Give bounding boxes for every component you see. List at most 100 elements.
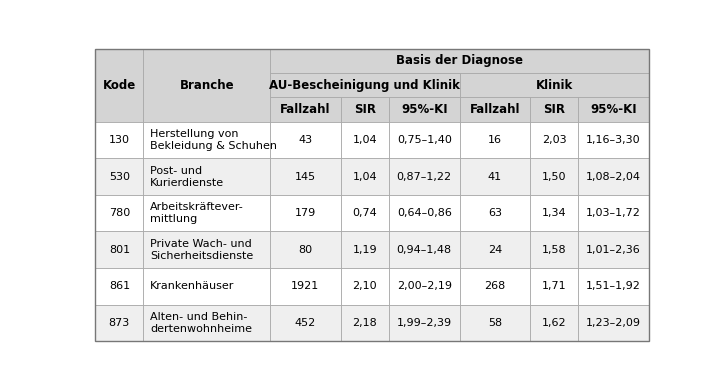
Text: 95%-KI: 95%-KI (401, 103, 447, 116)
Bar (579, 195, 649, 232)
Text: 1,99–2,39: 1,99–2,39 (396, 318, 452, 328)
Bar (340, 122, 389, 158)
Text: 780: 780 (109, 208, 130, 218)
Text: 2,18: 2,18 (352, 318, 378, 328)
Text: 861: 861 (109, 281, 130, 291)
Bar (340, 122, 389, 158)
Bar (530, 122, 579, 158)
Text: 0,87–1,22: 0,87–1,22 (396, 172, 452, 182)
Bar (340, 232, 389, 268)
Bar (270, 122, 340, 158)
Bar (340, 268, 389, 305)
Bar (340, 195, 389, 232)
Bar (389, 122, 460, 158)
Text: 16: 16 (488, 135, 502, 145)
Text: AU-Bescheinigung und Klinik: AU-Bescheinigung und Klinik (269, 79, 460, 92)
Bar (389, 232, 460, 268)
Bar (530, 158, 579, 195)
Bar (95, 49, 144, 122)
Text: 95%-KI: 95%-KI (590, 103, 637, 116)
Bar (460, 305, 530, 341)
Bar (460, 195, 530, 232)
Bar (340, 97, 389, 122)
Text: 1,62: 1,62 (542, 318, 566, 328)
Bar (530, 158, 579, 195)
Bar (530, 268, 579, 305)
Bar (530, 122, 579, 158)
Text: 63: 63 (488, 208, 502, 218)
Bar (530, 195, 579, 232)
Text: 2,10: 2,10 (353, 281, 377, 291)
Bar (389, 305, 460, 341)
Text: 24: 24 (488, 245, 502, 255)
Text: 1,58: 1,58 (542, 245, 566, 255)
Bar (579, 97, 649, 122)
Bar (270, 268, 340, 305)
Text: 179: 179 (295, 208, 316, 218)
Text: 1,16–3,30: 1,16–3,30 (587, 135, 641, 145)
Bar (389, 122, 460, 158)
Text: 1,34: 1,34 (542, 208, 566, 218)
Text: Basis der Diagnose: Basis der Diagnose (396, 54, 523, 68)
Text: 0,75–1,40: 0,75–1,40 (397, 135, 452, 145)
Text: SIR: SIR (354, 103, 376, 116)
Text: 80: 80 (298, 245, 312, 255)
Bar (340, 158, 389, 195)
Text: 530: 530 (109, 172, 130, 182)
Text: Private Wach- und
Sicherheitsdienste: Private Wach- und Sicherheitsdienste (150, 239, 253, 261)
Text: Fallzahl: Fallzahl (470, 103, 520, 116)
Bar (95, 195, 144, 232)
Bar (144, 158, 270, 195)
Text: SIR: SIR (543, 103, 566, 116)
Text: 268: 268 (484, 281, 505, 291)
Text: 0,94–1,48: 0,94–1,48 (396, 245, 452, 255)
Bar (270, 195, 340, 232)
Bar (95, 268, 144, 305)
Text: Kode: Kode (102, 79, 136, 92)
Bar (389, 158, 460, 195)
Bar (95, 122, 144, 158)
Bar (389, 97, 460, 122)
Text: Fallzahl: Fallzahl (280, 103, 330, 116)
Bar (530, 268, 579, 305)
Bar (460, 158, 530, 195)
Bar (389, 195, 460, 232)
Bar (579, 122, 649, 158)
Bar (340, 195, 389, 232)
Bar (460, 73, 649, 97)
Bar (340, 97, 389, 122)
Bar (270, 268, 340, 305)
Bar (460, 232, 530, 268)
Text: Klinik: Klinik (536, 79, 573, 92)
Text: 1,71: 1,71 (542, 281, 566, 291)
Text: Branche: Branche (179, 79, 234, 92)
Text: 1,23–2,09: 1,23–2,09 (586, 318, 641, 328)
Bar (389, 195, 460, 232)
Bar (530, 97, 579, 122)
Bar (144, 268, 270, 305)
Bar (389, 97, 460, 122)
Bar (460, 158, 530, 195)
Bar (270, 305, 340, 341)
Bar (460, 268, 530, 305)
Bar (579, 97, 649, 122)
Text: 1,51–1,92: 1,51–1,92 (586, 281, 641, 291)
Bar (144, 195, 270, 232)
Bar (95, 232, 144, 268)
Bar (579, 305, 649, 341)
Bar (144, 195, 270, 232)
Text: 2,00–2,19: 2,00–2,19 (396, 281, 452, 291)
Bar (530, 97, 579, 122)
Bar (270, 122, 340, 158)
Bar (144, 158, 270, 195)
Bar (270, 49, 649, 73)
Bar (144, 49, 270, 122)
Bar (95, 305, 144, 341)
Bar (270, 97, 340, 122)
Bar (530, 232, 579, 268)
Bar (144, 305, 270, 341)
Bar (460, 97, 530, 122)
Bar (579, 122, 649, 158)
Bar (460, 232, 530, 268)
Bar (460, 195, 530, 232)
